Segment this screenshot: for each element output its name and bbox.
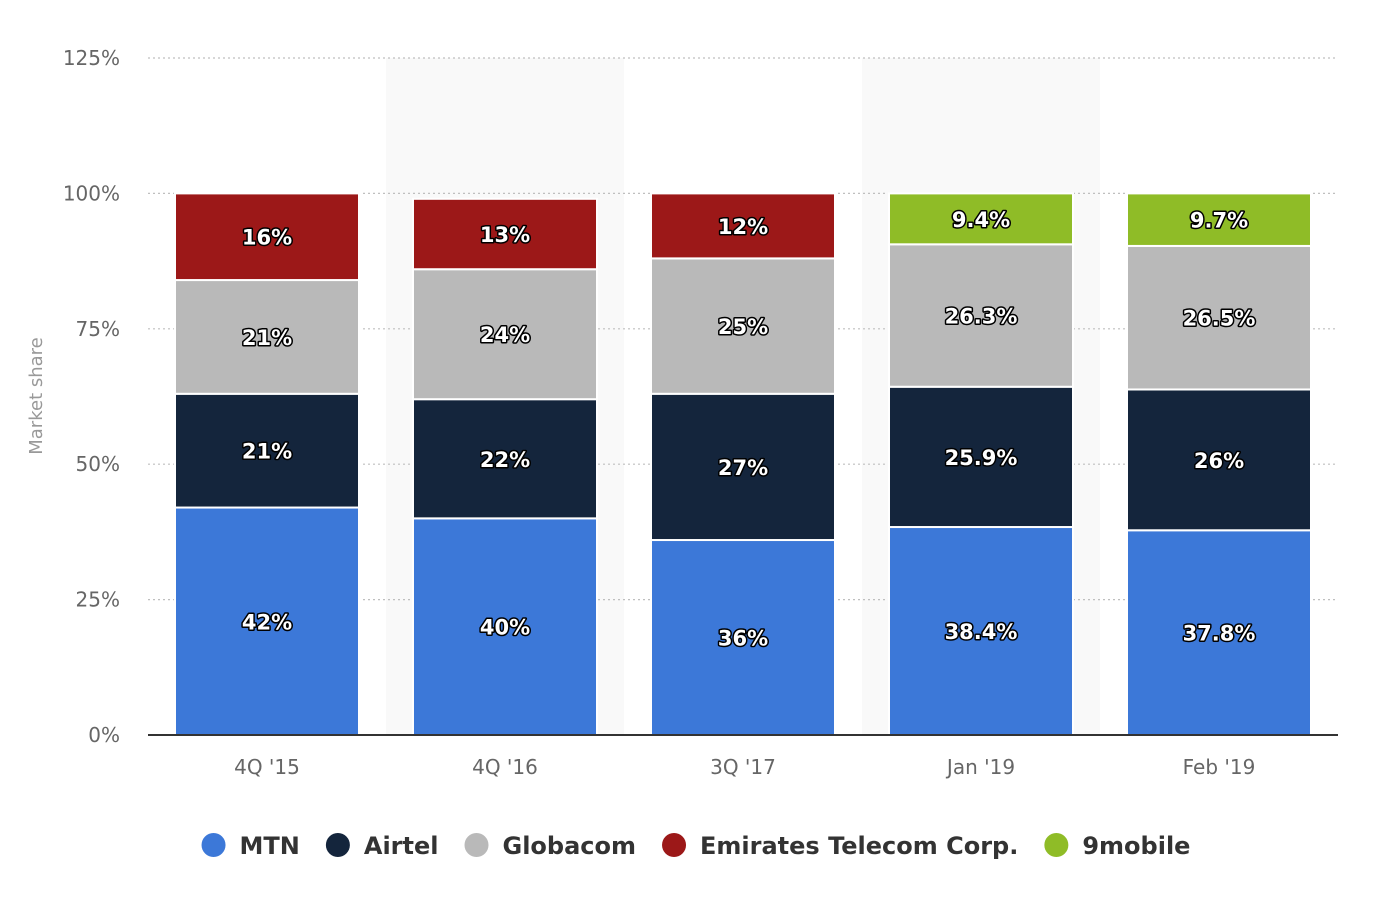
x-tick-label: 4Q '16 [472, 755, 538, 779]
legend-marker [325, 833, 350, 857]
legend-marker [662, 833, 687, 857]
data-label: 42% [242, 610, 292, 634]
x-tick-label: 3Q '17 [710, 755, 776, 779]
legend[interactable]: MTN Airtel Globacom Emirates Telecom Corp. 9… [201, 832, 1191, 860]
data-label: 26.3% [945, 305, 1018, 329]
y-tick-label: 25% [76, 588, 120, 612]
x-tick-label: Feb '19 [1183, 755, 1256, 779]
data-label: 22% [480, 448, 530, 472]
x-tick-label: Jan '19 [945, 755, 1015, 779]
bar-segment[interactable] [412, 268, 598, 401]
legend-label: Airtel [364, 832, 439, 860]
legend-marker [1044, 833, 1069, 857]
legend-marker [201, 833, 226, 857]
bar-segment[interactable] [888, 526, 1074, 736]
data-label: 9.7% [1190, 209, 1248, 233]
data-label: 36% [718, 627, 768, 651]
legend-item[interactable]: Airtel [325, 832, 439, 860]
y-tick-label: 125% [63, 46, 120, 70]
bar-segment[interactable] [412, 398, 598, 520]
y-tick-label: 75% [76, 317, 120, 341]
axis-layer: 0% 25% 50% 75% 100% 125% 4Q '15 4Q '16 3Q '17 Jan… [26, 46, 1338, 779]
legend-label: Globacom [503, 832, 637, 860]
x-tick-label: 4Q '15 [234, 755, 300, 779]
bar-segment[interactable] [1126, 388, 1312, 532]
bar-segment[interactable] [888, 385, 1074, 529]
legend-item[interactable]: Emirates Telecom Corp. [662, 832, 1018, 860]
y-tick-label: 100% [63, 181, 120, 205]
data-label: 38.4% [945, 620, 1018, 644]
legend-item[interactable]: Globacom [464, 832, 637, 860]
legend-item[interactable]: 9mobile [1044, 832, 1190, 860]
bar-segment[interactable] [650, 257, 836, 395]
data-label: 25.9% [945, 446, 1018, 470]
data-label: 26.5% [1183, 307, 1256, 331]
data-label: 40% [480, 616, 530, 640]
data-label: 12% [718, 215, 768, 239]
bar-segment[interactable] [1126, 529, 1312, 736]
bar-segment[interactable] [650, 192, 836, 260]
legend-item[interactable]: MTN [201, 832, 300, 860]
y-tick-label: 50% [76, 452, 120, 476]
legend-marker [464, 833, 489, 857]
data-label: 27% [718, 456, 768, 480]
data-label: 21% [242, 440, 292, 464]
y-tick-label: 0% [88, 723, 120, 747]
bar-segment[interactable] [888, 192, 1074, 246]
bar-segment[interactable] [888, 243, 1074, 388]
bar-segment[interactable] [650, 539, 836, 736]
bar-segment[interactable] [650, 392, 836, 542]
data-label: 37.8% [1183, 622, 1256, 646]
data-label: 16% [242, 226, 292, 250]
legend-label: MTN [240, 832, 300, 860]
data-label: 24% [480, 323, 530, 347]
y-axis-title: Market share [26, 337, 47, 455]
data-label: 25% [718, 315, 768, 339]
legend-label: Emirates Telecom Corp. [700, 832, 1018, 860]
bar-segment[interactable] [1126, 192, 1312, 247]
data-label: 21% [242, 326, 292, 350]
legend-label: 9mobile [1082, 832, 1190, 860]
data-label: 13% [480, 223, 530, 247]
bar-layer [174, 192, 1312, 737]
bar-segment[interactable] [174, 192, 360, 282]
bar-segment[interactable] [1126, 244, 1312, 391]
data-label: 9.4% [952, 208, 1010, 232]
data-label: 26% [1194, 449, 1244, 473]
data-label-layer: 42% 21% 21% 16% 40% 22% 24% 13% 36% 27% 25% 12% 38.4… [240, 206, 1257, 652]
bar-segment[interactable] [412, 197, 598, 271]
